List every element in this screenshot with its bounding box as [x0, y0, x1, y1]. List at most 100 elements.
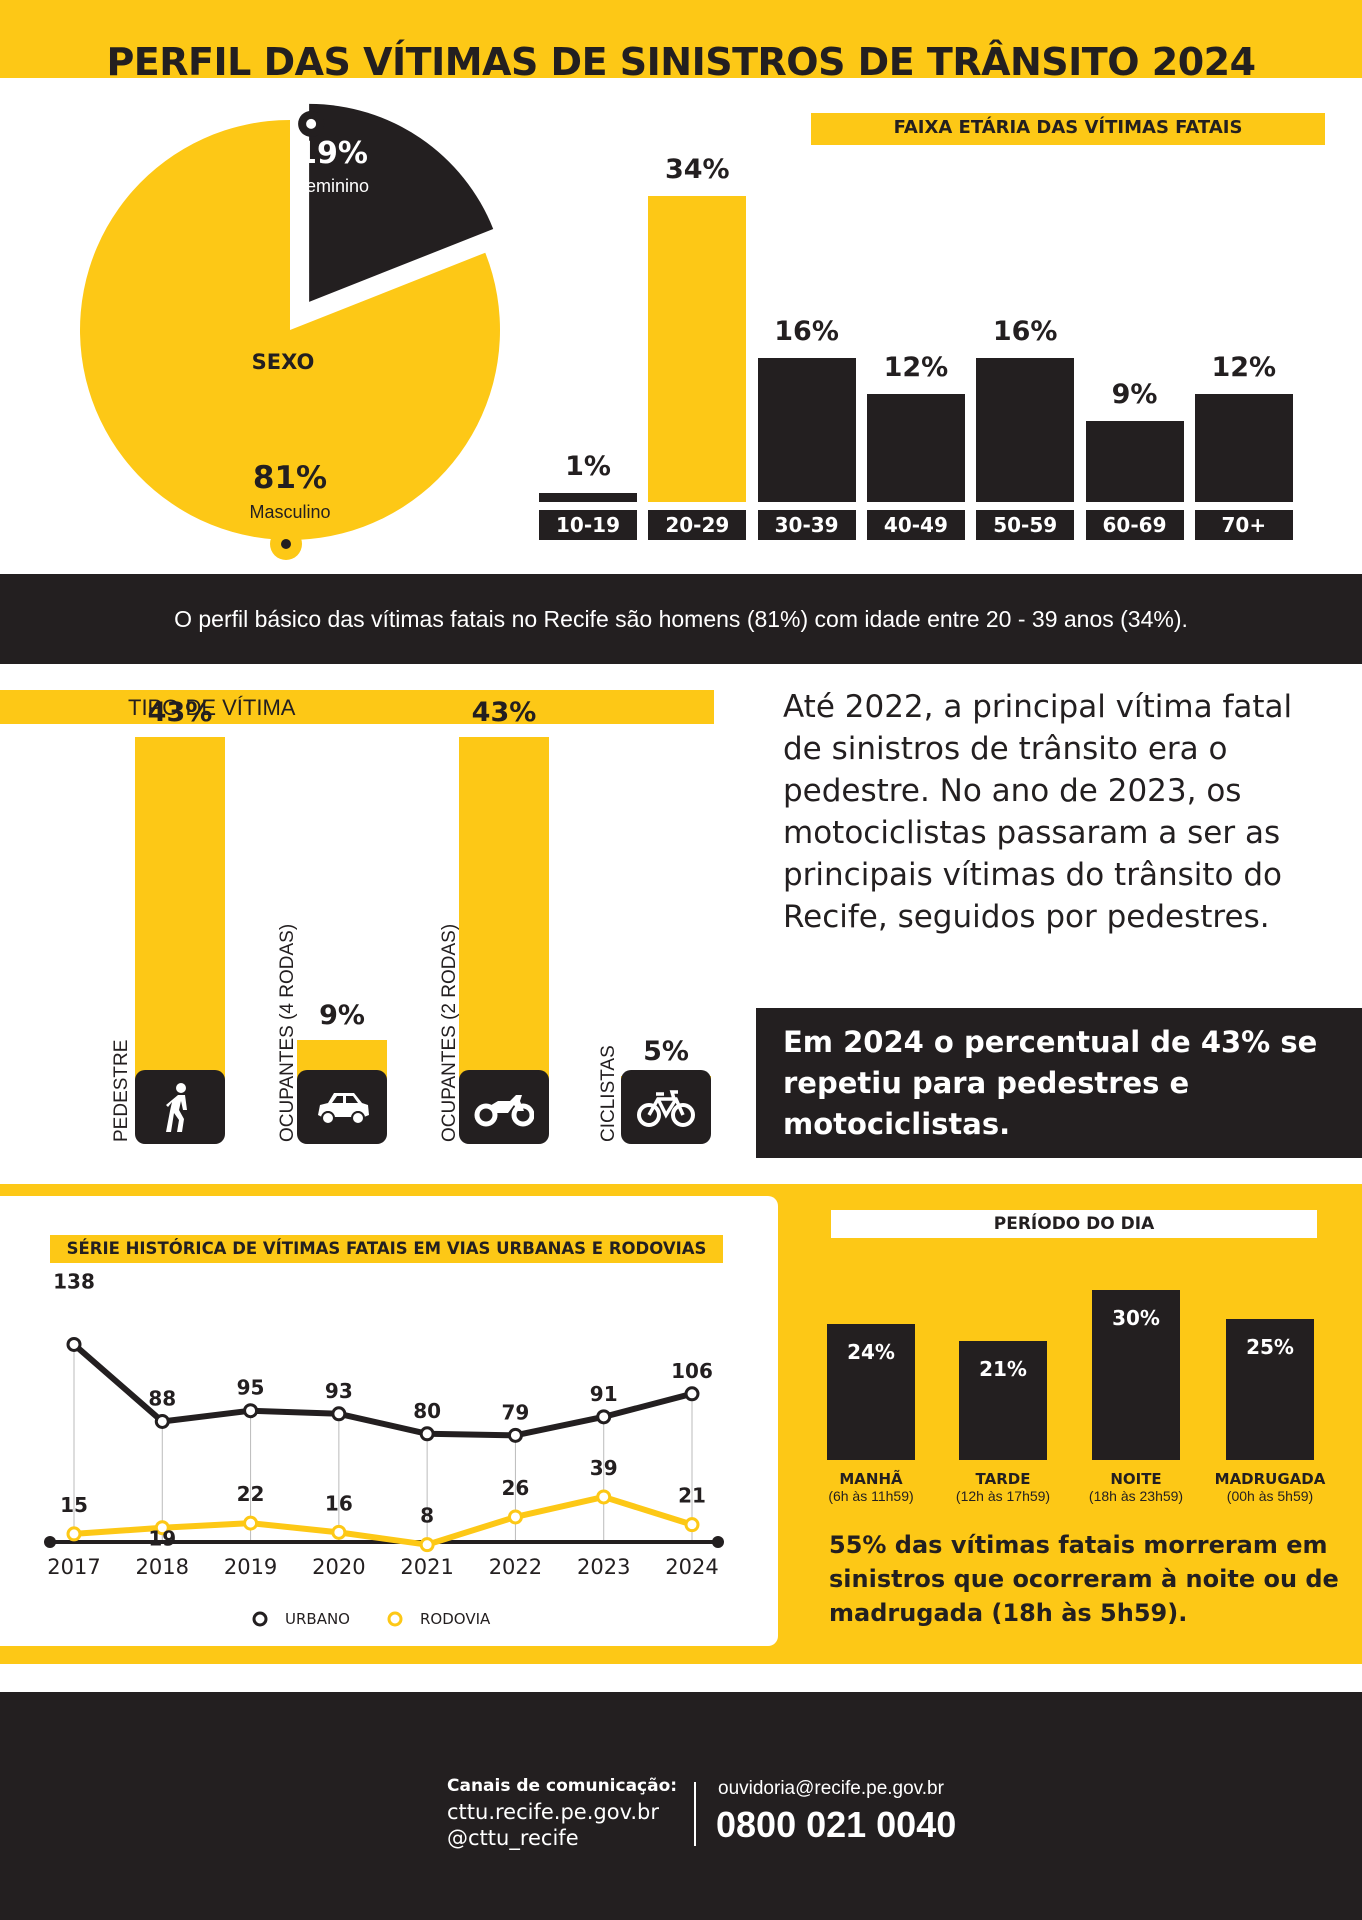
line-data-label: 79 [502, 1400, 530, 1424]
line-x-tick-label: 2017 [47, 1555, 100, 1579]
type-bar [459, 737, 549, 1120]
pie-feminino-pct: 19% [296, 136, 368, 171]
car-icon [297, 1070, 387, 1144]
footer-divider [694, 1782, 696, 1846]
line-point [243, 1403, 259, 1419]
period-category-sub: (6h às 11h59) [828, 1488, 914, 1504]
age-bar-value: 12% [1211, 352, 1277, 383]
pie-masculino-pct: 81% [252, 460, 328, 496]
type-label-ciclistas: CICLISTAS [598, 1045, 619, 1142]
footer-phone[interactable]: 0800 021 0040 [716, 1804, 957, 1845]
age-bar [1194, 394, 1293, 502]
line-data-label: 80 [413, 1399, 441, 1423]
type-bar [135, 737, 225, 1120]
line-series-urbano [72, 1342, 693, 1439]
page-title: PERFIL DAS VÍTIMAS DE SINISTROS DE TRÂNS… [106, 40, 1256, 84]
line-x-tick-label: 2019 [224, 1555, 277, 1579]
period-category-label: MANHÃ [839, 1470, 903, 1488]
line-point [66, 1526, 82, 1542]
line-point [684, 1517, 700, 1533]
type-label-pedestre: PEDESTRE [111, 1039, 132, 1142]
age-category-label: 60-69 [1085, 510, 1184, 540]
legend-label: URBANO [285, 1610, 350, 1628]
period-category-sub: (00h às 5h59) [1226, 1488, 1314, 1504]
summary-text: O perfil básico das vítimas fatais no Re… [174, 606, 1188, 632]
line-data-label: 22 [237, 1482, 265, 1506]
pie-title: SEXO [251, 350, 315, 374]
line-point [419, 1537, 435, 1553]
line-axis-end-right [712, 1536, 724, 1548]
age-bar [757, 358, 856, 502]
period-chart-title: PERÍODO DO DIA [831, 1210, 1317, 1238]
line-series-rodovia [73, 1493, 693, 1548]
line-point [154, 1520, 170, 1536]
age-bar-value: 1% [565, 451, 611, 482]
type-chart-title: TIPO DE VÍTIMA [128, 695, 296, 720]
line-data-label: 95 [237, 1376, 265, 1400]
line-axis-end-left [44, 1536, 56, 1548]
line-point [419, 1426, 435, 1442]
period-category-sub: (12h às 17h59) [955, 1488, 1051, 1504]
highlight-box [756, 1008, 1362, 1158]
footer-channels-label: Canais de comunicação: [447, 1776, 678, 1796]
line-point [684, 1386, 700, 1402]
type-title-band [0, 690, 714, 724]
period-bar-value: 21% [979, 1357, 1027, 1382]
age-bar-value: 16% [992, 316, 1058, 347]
pedestrian-icon [135, 1070, 225, 1144]
footer-email-link[interactable]: ouvidoria@recife.pe.gov.br [718, 1778, 944, 1799]
motorcycle-icon [459, 1070, 549, 1144]
type-bar-value: 43% [147, 697, 213, 729]
sex-pie-chart [79, 103, 500, 560]
line-point [596, 1409, 612, 1425]
header-band [0, 0, 1362, 78]
line-data-label: 91 [590, 1382, 618, 1406]
line-data-label: 88 [148, 1386, 176, 1410]
legend-marker [387, 1611, 403, 1627]
history-paragraph: Até 2022, a principal vítima fatal de si… [783, 689, 1293, 935]
line-chart-card [0, 1196, 778, 1646]
period-category-sub: (18h às 23h59) [1088, 1488, 1184, 1504]
age-bar [1085, 421, 1184, 502]
pie-masculino-label: Masculino [249, 502, 331, 522]
age-bar [866, 394, 965, 502]
age-chart-title: FAIXA ETÁRIA DAS VÍTIMAS FATAIS [811, 113, 1325, 145]
line-point [596, 1489, 612, 1505]
line-point [154, 1413, 170, 1429]
type-bar-value: 43% [471, 697, 537, 729]
line-x-tick-label: 2023 [577, 1555, 630, 1579]
legend-marker [252, 1611, 268, 1627]
pie-knob-bottom-dot [281, 539, 291, 549]
line-chart: 2017 2018 2019 2020 2021 2022 2023 2024 138 88 95 9… [44, 1269, 724, 1628]
period-category-label: MADRUGADA [1214, 1470, 1326, 1488]
type-bar-value: 9% [319, 999, 365, 1031]
age-bar [976, 358, 1075, 502]
bicycle-icon [621, 1070, 711, 1144]
line-x-tick-label: 2020 [312, 1555, 365, 1579]
age-bar-value: 16% [774, 316, 839, 347]
line-data-label: 106 [671, 1359, 713, 1383]
line-data-label: 16 [325, 1491, 353, 1515]
age-category-label: 30-39 [757, 510, 856, 540]
period-category-label: NOITE [1110, 1470, 1162, 1488]
line-chart-title: SÉRIE HISTÓRICA DE VÍTIMAS FATAIS EM VIA… [50, 1235, 723, 1263]
period-bar-value: 30% [1112, 1306, 1160, 1331]
line-data-label: 19 [148, 1527, 176, 1551]
pie-slice-masculino [79, 120, 500, 540]
type-bar-value: 5% [643, 1035, 689, 1067]
footer-site-link[interactable]: cttu.recife.pe.gov.br [447, 1800, 659, 1824]
line-data-label: 39 [590, 1456, 618, 1480]
line-point [331, 1406, 347, 1422]
age-category-label: 40-49 [866, 510, 965, 540]
type-label-2rodas: OCUPANTES (2 RODAS) [439, 923, 460, 1142]
line-data-label: 93 [325, 1379, 353, 1403]
line-point [243, 1515, 259, 1531]
period-bar [1226, 1318, 1314, 1460]
age-bar [648, 196, 747, 502]
highlight-text: Em 2024 o percentual de 43% se repetiu p… [783, 1025, 1318, 1141]
pie-slice-feminino [309, 103, 494, 302]
footer-handle[interactable]: @cttu_recife [447, 1826, 579, 1850]
line-x-tick-label: 2022 [489, 1555, 542, 1579]
period-bar-value: 24% [847, 1340, 895, 1365]
age-bar-value: 9% [1111, 379, 1158, 410]
